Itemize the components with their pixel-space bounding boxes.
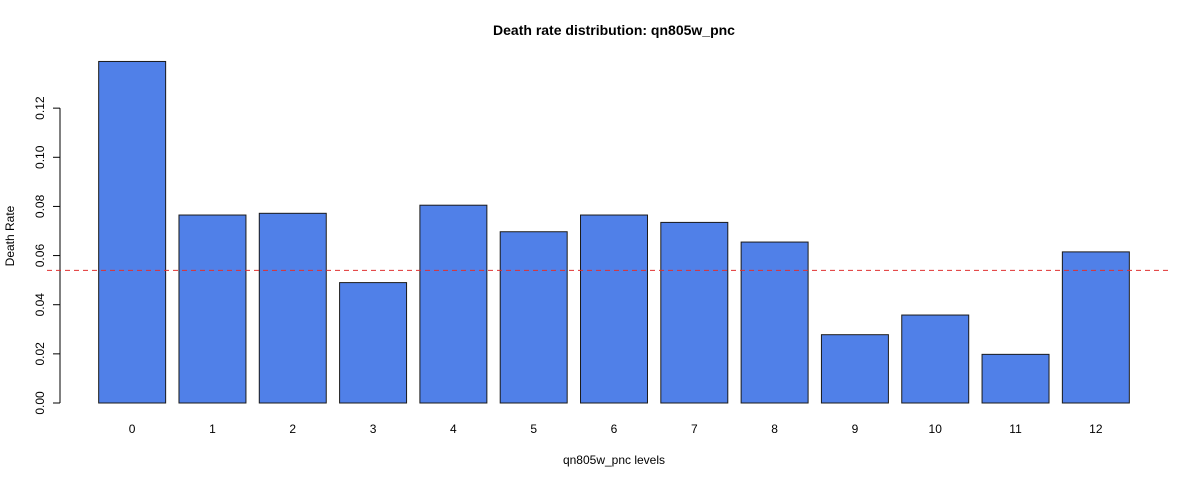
x-tick-label: 3 [370, 422, 377, 436]
y-tick-label: 0.06 [33, 244, 47, 268]
x-tick-label: 10 [929, 422, 943, 436]
x-tick-label: 9 [852, 422, 859, 436]
chart-title: Death rate distribution: qn805w_pnc [493, 22, 735, 38]
x-tick-label: 8 [771, 422, 778, 436]
bar [981, 353, 1050, 404]
x-tick-labels: 0 1 2 3 4 5 6 7 8 9 10 11 12 [129, 422, 1103, 436]
x-tick-label: 1 [209, 422, 216, 436]
y-tick-label: 0.08 [33, 194, 47, 218]
x-axis-label: qn805w_pnc levels [563, 453, 665, 467]
y-tick-label: 0.02 [33, 342, 47, 366]
x-tick-label: 11 [1009, 422, 1022, 436]
y-axis: 0.00 0.02 0.04 0.06 0.08 0.10 0.12 [33, 96, 61, 415]
bar [98, 60, 167, 404]
x-tick-label: 5 [530, 422, 537, 436]
bar [258, 212, 327, 404]
bar [339, 282, 408, 404]
bar [660, 221, 729, 404]
y-tick-label: 0.00 [33, 391, 47, 415]
y-tick-label: 0.12 [33, 96, 47, 120]
bar [419, 204, 488, 404]
bar [178, 214, 247, 404]
bars-group [98, 60, 1130, 404]
bar [580, 214, 648, 404]
x-tick-label: 12 [1089, 422, 1103, 436]
bar [901, 314, 970, 404]
x-tick-label: 4 [450, 422, 457, 436]
x-tick-label: 7 [691, 422, 698, 436]
bar [499, 231, 568, 404]
bar [820, 334, 889, 404]
x-tick-label: 2 [289, 422, 296, 436]
y-tick-label: 0.10 [33, 145, 47, 169]
x-tick-label: 6 [611, 422, 618, 436]
bar [740, 241, 809, 404]
bar [1061, 251, 1130, 404]
y-axis-label: Death Rate [3, 205, 17, 266]
x-tick-label: 0 [129, 422, 136, 436]
y-tick-label: 0.04 [33, 293, 47, 317]
